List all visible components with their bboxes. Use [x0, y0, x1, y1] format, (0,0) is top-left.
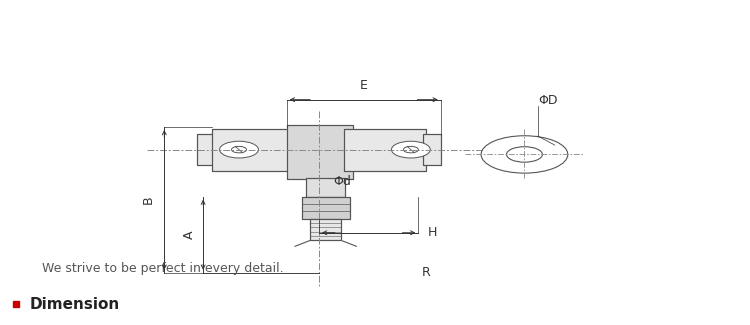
Text: R: R — [422, 266, 430, 279]
Text: H: H — [427, 226, 436, 239]
Circle shape — [220, 141, 259, 158]
Text: Dimension: Dimension — [30, 297, 120, 312]
Bar — [306, 178, 345, 197]
Text: A: A — [183, 230, 196, 239]
Bar — [197, 134, 215, 165]
Bar — [197, 134, 215, 165]
Circle shape — [481, 136, 568, 173]
Text: E: E — [360, 79, 368, 92]
Bar — [344, 129, 426, 171]
Text: We strive to be perfect in every detail.: We strive to be perfect in every detail. — [43, 262, 284, 275]
Bar — [423, 134, 441, 165]
Bar — [286, 125, 352, 179]
Bar — [302, 197, 350, 219]
Circle shape — [392, 141, 430, 158]
Bar — [286, 125, 352, 179]
Bar — [212, 129, 294, 171]
Bar — [344, 129, 426, 171]
Bar — [310, 219, 341, 240]
Text: ΦD: ΦD — [538, 94, 557, 107]
Bar — [306, 178, 345, 197]
Text: B: B — [141, 196, 154, 204]
Text: Φd: Φd — [333, 175, 351, 188]
Bar — [302, 197, 350, 219]
Bar — [310, 219, 341, 240]
Bar — [212, 129, 294, 171]
Bar — [423, 134, 441, 165]
